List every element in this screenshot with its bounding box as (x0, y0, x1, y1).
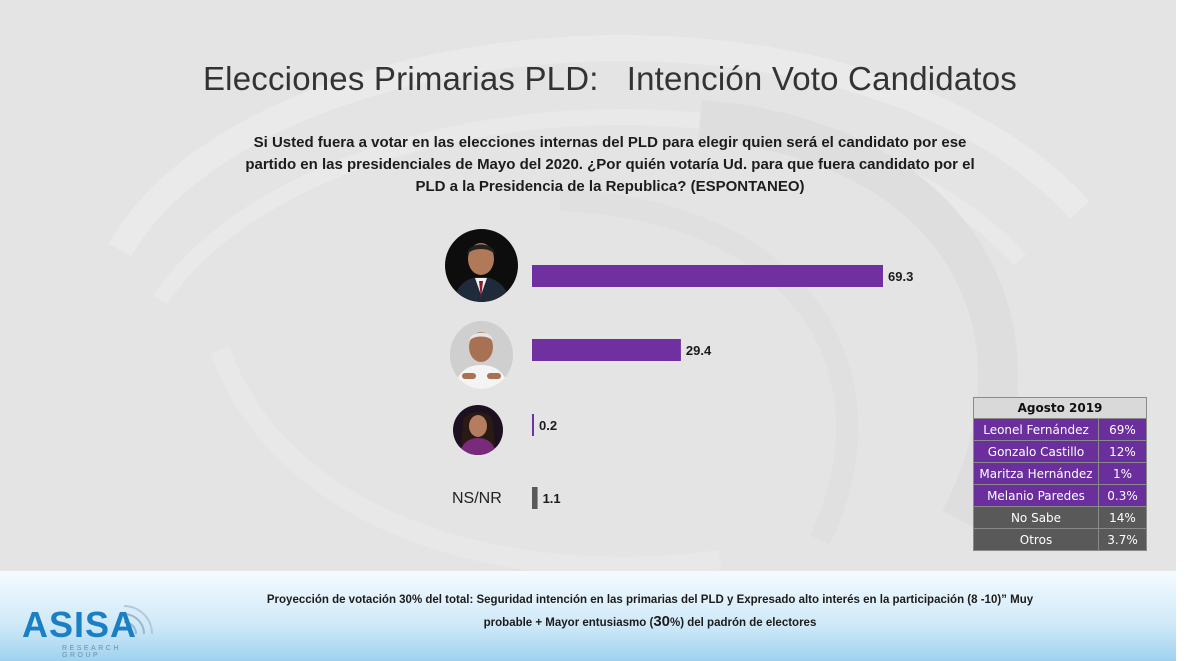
title-left: Elecciones Primarias PLD: (202, 60, 599, 97)
background-swoosh (0, 0, 1176, 580)
footer-line2-b: %) del padrón de electores (670, 617, 817, 629)
bar-value-label: 29.4 (686, 343, 712, 358)
logo-word: ASISA (22, 604, 138, 645)
question-line: partido en las presidenciales de Mayo de… (245, 156, 975, 173)
bar-value-label: 0.2 (539, 418, 557, 433)
table-row: No Sabe 14% (973, 506, 1147, 529)
table-row: Otros 3.7% (973, 528, 1147, 551)
row-value: 1% (1098, 462, 1147, 485)
table-row: Melanio Paredes 0.3% (973, 484, 1147, 507)
table-header-row: Agosto 2019 (973, 397, 1147, 419)
row-name: No Sabe (973, 506, 1099, 529)
footer: Proyección de votación 30% del total: Se… (0, 571, 1176, 661)
august-2019-table: Agosto 2019 Leonel Fernández 69% Gonzalo… (973, 397, 1147, 551)
survey-question: Si Usted fuera a votar en las elecciones… (180, 132, 1040, 198)
row-value: 14% (1098, 506, 1147, 529)
nsnr-label: NS/NR (452, 490, 502, 507)
question-line: PLD a la Presidencia de la Republica? (E… (415, 178, 805, 195)
asisa-logo: ASISA RESEARCH GROUP (22, 596, 162, 659)
bar-1 (532, 265, 883, 287)
row-value: 0.3% (1098, 484, 1147, 507)
row-value: 12% (1098, 440, 1147, 463)
footer-note: Proyección de votación 30% del total: Se… (215, 589, 1085, 634)
bar-value-label: 1.1 (543, 491, 561, 506)
row-value: 3.7% (1098, 528, 1147, 551)
page-title: Elecciones Primarias PLD: Intención Voto… (0, 60, 1176, 98)
row-value: 69% (1098, 418, 1147, 441)
bar-3 (532, 414, 534, 436)
logo-subtitle: RESEARCH GROUP (62, 645, 121, 659)
bar-2 (532, 339, 681, 361)
candidate-photo-1 (445, 229, 518, 302)
bar-value-label: 69.3 (888, 269, 913, 284)
title-right: Intención Voto Candidatos (626, 60, 1018, 97)
signal-arcs-icon (123, 605, 153, 635)
candidate-photo-3 (453, 405, 503, 455)
table-row: Leonel Fernández 69% (973, 418, 1147, 441)
question-line: Si Usted fuera a votar en las elecciones… (253, 134, 967, 151)
footer-line2-a: probable + Mayor entusiasmo ( (483, 617, 654, 629)
row-name: Leonel Fernández (973, 418, 1099, 441)
candidate-photo-2 (450, 321, 513, 389)
footer-line2-big: 30 (653, 613, 670, 630)
footer-line: Proyección de votación 30% del total: Se… (266, 594, 1034, 606)
bar-chart: 69.3 29.4 0.2 1.1 (532, 265, 913, 509)
bar-4 (532, 487, 538, 509)
row-name: Maritza Hernández (973, 462, 1099, 485)
right-margin (1176, 0, 1200, 661)
row-name: Melanio Paredes (973, 484, 1099, 507)
table-header: Agosto 2019 (973, 397, 1147, 419)
table-row: Maritza Hernández 1% (973, 462, 1147, 485)
row-name: Otros (973, 528, 1099, 551)
footer-line: probable + Mayor entusiasmo (30%) del pa… (215, 611, 1085, 634)
table-row: Gonzalo Castillo 12% (973, 440, 1147, 463)
row-name: Gonzalo Castillo (973, 440, 1099, 463)
